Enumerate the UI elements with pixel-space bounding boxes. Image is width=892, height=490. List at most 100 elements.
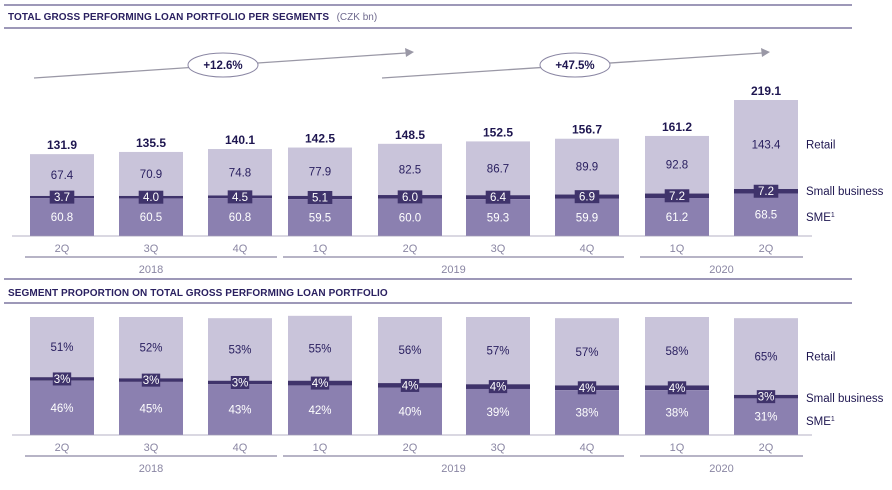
label-sme-7: 61.2 bbox=[666, 212, 688, 224]
label-small-business-1: 4.0 bbox=[143, 192, 159, 204]
bottom-chart-title: SEGMENT PROPORTION ON TOTAL GROSS PERFOR… bbox=[8, 288, 388, 299]
label-retail-6: 89.9 bbox=[576, 162, 598, 174]
bar-retail-8 bbox=[734, 100, 798, 190]
label-retail-0: 67.4 bbox=[51, 170, 74, 182]
label-sme-8: 68.5 bbox=[755, 210, 777, 222]
bar-sme-3 bbox=[288, 199, 352, 236]
label-box-small-business-1 bbox=[141, 373, 161, 387]
label-sme-2: 43% bbox=[228, 405, 251, 417]
label-retail-7: 92.8 bbox=[666, 160, 688, 172]
bar-retail-4 bbox=[378, 317, 442, 384]
label-retail-2: 74.8 bbox=[229, 167, 251, 179]
label-total-7: 161.2 bbox=[662, 120, 692, 134]
legend-small-business: Small business bbox=[806, 186, 884, 198]
label-total-5: 152.5 bbox=[483, 125, 513, 139]
label-small-business-3: 5.1 bbox=[312, 192, 328, 204]
label-sme-6: 38% bbox=[575, 408, 598, 420]
tick-label-1: 3Q bbox=[144, 442, 159, 454]
year-group-label-0: 2018 bbox=[139, 463, 163, 475]
label-box-small-business-6 bbox=[577, 381, 597, 395]
top-chart-title: TOTAL GROSS PERFORMING LOAN PORTFOLIO PE… bbox=[8, 7, 377, 24]
label-total-2: 140.1 bbox=[225, 133, 255, 147]
bar-sme-4 bbox=[378, 198, 442, 236]
growth-label-0: +12.6% bbox=[203, 60, 242, 72]
label-retail-8: 143.4 bbox=[752, 140, 781, 152]
bar-retail-7 bbox=[645, 135, 709, 194]
label-box-small-business-8 bbox=[756, 390, 776, 404]
bar-retail-6 bbox=[555, 138, 619, 195]
bar-sme-7 bbox=[645, 198, 709, 236]
bar-retail-7 bbox=[645, 317, 709, 386]
bar-retail-5 bbox=[466, 317, 530, 385]
label-retail-1: 70.9 bbox=[140, 169, 162, 181]
label-total-0: 131.9 bbox=[47, 138, 77, 152]
label-box-small-business-5 bbox=[485, 190, 511, 204]
bar-sme-1 bbox=[119, 381, 183, 435]
legend-sme: SME1 bbox=[806, 416, 835, 428]
legend-retail: Retail bbox=[806, 140, 835, 152]
bar-retail-4 bbox=[378, 143, 442, 196]
label-total-1: 135.5 bbox=[136, 136, 166, 150]
growth-arrow-head-0 bbox=[405, 48, 414, 57]
label-retail-0: 51% bbox=[50, 342, 73, 354]
year-group-label-1: 2019 bbox=[441, 264, 465, 276]
label-sme-4: 40% bbox=[398, 406, 421, 418]
bar-retail-5 bbox=[466, 141, 530, 196]
bar-retail-0 bbox=[30, 317, 94, 378]
label-box-small-business-3 bbox=[307, 190, 333, 204]
label-sme-3: 59.5 bbox=[309, 213, 331, 225]
tick-label-7: 1Q bbox=[670, 442, 685, 454]
year-group-label-2: 2020 bbox=[709, 264, 733, 276]
label-retail-4: 82.5 bbox=[399, 164, 421, 176]
growth-label-1: +47.5% bbox=[555, 60, 594, 72]
label-sme-5: 39% bbox=[486, 407, 509, 419]
bar-sme-0 bbox=[30, 198, 94, 236]
bar-retail-6 bbox=[555, 318, 619, 386]
label-small-business-6: 4% bbox=[579, 383, 596, 395]
label-box-small-business-2 bbox=[227, 190, 253, 204]
tick-label-8: 2Q bbox=[759, 442, 774, 454]
label-small-business-5: 4% bbox=[490, 382, 507, 394]
label-small-business-3: 4% bbox=[312, 378, 329, 390]
bar-sme-2 bbox=[208, 198, 272, 236]
bar-retail-1 bbox=[119, 317, 183, 379]
year-group-label-1: 2019 bbox=[441, 463, 465, 475]
label-sme-6: 59.9 bbox=[576, 212, 598, 224]
legend-small-business: Small business bbox=[806, 393, 884, 405]
label-small-business-1: 3% bbox=[143, 375, 160, 387]
bar-sme-0 bbox=[30, 380, 94, 435]
bar-retail-0 bbox=[30, 154, 94, 196]
tick-label-7: 1Q bbox=[670, 243, 685, 255]
tick-label-1: 3Q bbox=[144, 243, 159, 255]
label-small-business-4: 4% bbox=[402, 380, 419, 392]
bar-retail-8 bbox=[734, 318, 798, 395]
bar-sme-6 bbox=[555, 198, 619, 236]
bar-sme-4 bbox=[378, 387, 442, 435]
tick-label-3: 1Q bbox=[313, 243, 328, 255]
label-retail-1: 52% bbox=[139, 343, 162, 355]
label-small-business-2: 3% bbox=[232, 377, 249, 389]
label-total-6: 156.7 bbox=[572, 123, 602, 137]
label-sme-5: 59.3 bbox=[487, 213, 509, 225]
tick-label-0: 2Q bbox=[55, 442, 70, 454]
label-sme-4: 60.0 bbox=[399, 212, 421, 224]
bar-sme-6 bbox=[555, 390, 619, 435]
label-sme-3: 42% bbox=[308, 405, 331, 417]
label-small-business-2: 4.5 bbox=[232, 192, 248, 204]
tick-label-2: 4Q bbox=[233, 243, 248, 255]
tick-label-4: 2Q bbox=[403, 243, 418, 255]
label-box-small-business-1 bbox=[138, 190, 164, 204]
label-small-business-0: 3% bbox=[54, 374, 71, 386]
label-box-small-business-4 bbox=[400, 378, 420, 392]
tick-label-2: 4Q bbox=[233, 442, 248, 454]
legend-retail: Retail bbox=[806, 352, 835, 364]
label-box-small-business-3 bbox=[310, 376, 330, 390]
label-sme-2: 60.8 bbox=[229, 212, 251, 224]
label-small-business-4: 6.0 bbox=[402, 192, 418, 204]
legend-sme: SME1 bbox=[806, 212, 835, 224]
label-box-small-business-8 bbox=[753, 184, 779, 198]
tick-label-4: 2Q bbox=[403, 442, 418, 454]
bar-sme-8 bbox=[734, 398, 798, 435]
label-box-small-business-5 bbox=[488, 380, 508, 394]
tick-label-3: 1Q bbox=[313, 442, 328, 454]
